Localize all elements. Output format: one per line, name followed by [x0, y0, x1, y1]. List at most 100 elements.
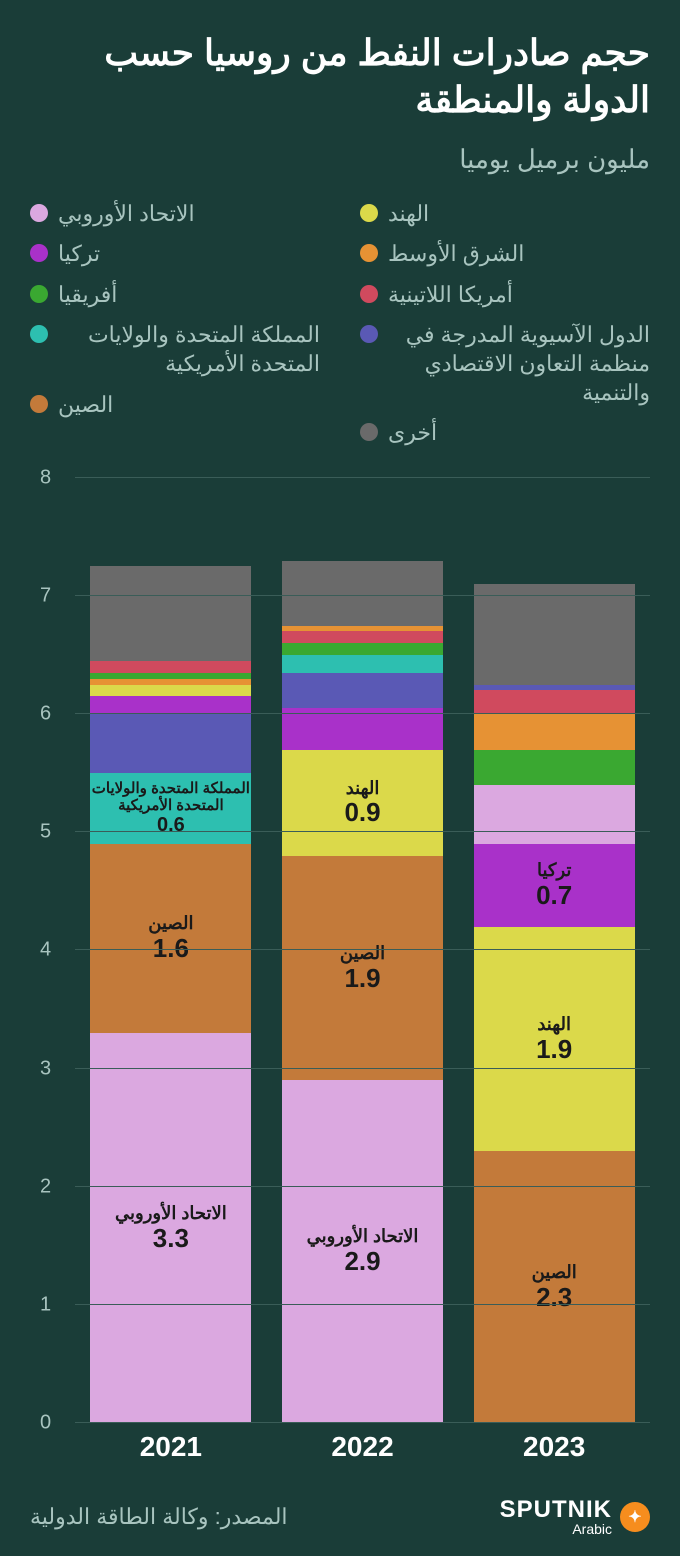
- legend-dot: [30, 285, 48, 303]
- legend-label: أفريقيا: [58, 281, 117, 310]
- segment-label: الصين2.3: [474, 1151, 635, 1423]
- segment-label: الصين1.9: [282, 856, 443, 1080]
- bar-segment: [474, 584, 635, 684]
- legend-label: تركيا: [58, 240, 100, 269]
- legend-label: الهند: [388, 200, 429, 229]
- segment-label: تركيا0.7: [474, 844, 635, 927]
- bar-segment: الاتحاد الأوروبي3.3: [90, 1033, 251, 1423]
- bar-segment: الصين1.6: [90, 844, 251, 1033]
- gridline: [75, 1186, 650, 1187]
- bar-segment: [282, 708, 443, 749]
- x-label: 2021: [90, 1431, 251, 1463]
- logo-icon: ✦: [620, 1502, 650, 1532]
- segment-label: الصين1.6: [90, 844, 251, 1033]
- gridline: [75, 1422, 650, 1423]
- gridline: [75, 949, 650, 950]
- legend-dot: [360, 204, 378, 222]
- logo-sub: Arabic: [500, 1522, 612, 1536]
- bar-segment: [90, 566, 251, 661]
- bar-segment: [474, 750, 635, 785]
- segment-label: المملكة المتحدة والولايات المتحدة الأمري…: [90, 773, 251, 844]
- bar-segment: [90, 685, 251, 697]
- bar-segment: المملكة المتحدة والولايات المتحدة الأمري…: [90, 773, 251, 844]
- bar-group: المملكة المتحدة والولايات المتحدة الأمري…: [90, 478, 251, 1423]
- x-label: 2023: [474, 1431, 635, 1463]
- bar-segment: [90, 661, 251, 673]
- legend-col-left: الهند الشرق الأوسط أمريكا اللاتينية الدول ا…: [360, 200, 650, 448]
- legend-label: المملكة المتحدة والولايات المتحدة الأمري…: [58, 321, 320, 378]
- legend-label: الصين: [58, 391, 113, 420]
- bar-segment: الصين2.3: [474, 1151, 635, 1423]
- legend-label: أخرى: [388, 419, 437, 448]
- legend-dot: [30, 204, 48, 222]
- footer: ✦ SPUTNIK Arabic المصدر: وكالة الطاقة ال…: [30, 1478, 650, 1536]
- legend-dot: [30, 325, 48, 343]
- x-label: 2022: [282, 1431, 443, 1463]
- legend-item: الهند: [360, 200, 650, 229]
- y-tick: 5: [40, 821, 51, 844]
- bar-segment: [474, 785, 635, 844]
- y-tick: 8: [40, 466, 51, 489]
- bar-segment: [282, 643, 443, 655]
- bar-segment: [90, 714, 251, 773]
- legend-dot: [360, 285, 378, 303]
- legend: الاتحاد الأوروبي تركيا أفريقيا المملكة المت…: [30, 200, 650, 448]
- bar-segment: [282, 561, 443, 626]
- bar-segment: [474, 690, 635, 714]
- segment-value: 0.6: [157, 814, 185, 836]
- gridline: [75, 1304, 650, 1305]
- segment-value: 2.3: [536, 1283, 572, 1312]
- segment-name: الاتحاد الأوروبي: [115, 1204, 227, 1224]
- bar-group: الهند0.9الصين1.9الاتحاد الأوروبي2.9: [282, 478, 443, 1423]
- gridline: [75, 477, 650, 478]
- bar-segment: الصين1.9: [282, 856, 443, 1080]
- legend-col-right: الاتحاد الأوروبي تركيا أفريقيا المملكة المت…: [30, 200, 320, 448]
- bar-segment: [282, 655, 443, 673]
- y-tick: 1: [40, 1293, 51, 1316]
- bar-segment: [474, 714, 635, 749]
- segment-label: الهند0.9: [282, 750, 443, 856]
- segment-name: الصين: [148, 914, 193, 934]
- segment-label: الاتحاد الأوروبي3.3: [90, 1033, 251, 1423]
- segment-value: 2.9: [344, 1247, 380, 1276]
- chart-subtitle: مليون برميل يوميا: [30, 144, 650, 175]
- legend-dot: [360, 244, 378, 262]
- segment-value: 0.7: [536, 881, 572, 910]
- bar-segment: الاتحاد الأوروبي2.9: [282, 1080, 443, 1423]
- legend-label: الاتحاد الأوروبي: [58, 200, 195, 229]
- legend-dot: [360, 423, 378, 441]
- legend-item: تركيا: [30, 240, 320, 269]
- legend-label: الدول الآسيوية المدرجة في منظمة التعاون …: [388, 321, 650, 407]
- chart-title: حجم صادرات النفط من روسيا حسب الدولة وال…: [30, 30, 650, 124]
- legend-label: أمريكا اللاتينية: [388, 281, 513, 310]
- bar-group: تركيا0.7الهند1.9الصين2.3: [474, 478, 635, 1423]
- segment-name: الاتحاد الأوروبي: [307, 1227, 419, 1247]
- legend-dot: [30, 244, 48, 262]
- legend-item: الدول الآسيوية المدرجة في منظمة التعاون …: [360, 321, 650, 407]
- segment-value: 1.9: [536, 1035, 572, 1064]
- gridline: [75, 1068, 650, 1069]
- legend-item: الشرق الأوسط: [360, 240, 650, 269]
- gridline: [75, 831, 650, 832]
- legend-dot: [360, 325, 378, 343]
- segment-value: 0.9: [344, 798, 380, 827]
- gridline: [75, 713, 650, 714]
- segment-name: تركيا: [537, 861, 571, 881]
- legend-item: أمريكا اللاتينية: [360, 281, 650, 310]
- source-logo: ✦ SPUTNIK Arabic: [500, 1498, 650, 1536]
- segment-name: الصين: [340, 944, 385, 964]
- segment-label: الهند1.9: [474, 927, 635, 1151]
- legend-item: المملكة المتحدة والولايات المتحدة الأمري…: [30, 321, 320, 378]
- legend-item: الصين: [30, 391, 320, 420]
- y-tick: 2: [40, 1175, 51, 1198]
- legend-item: أخرى: [360, 419, 650, 448]
- legend-dot: [30, 395, 48, 413]
- y-tick: 3: [40, 1057, 51, 1080]
- segment-value: 3.3: [153, 1224, 189, 1253]
- chart: المملكة المتحدة والولايات المتحدة الأمري…: [30, 478, 650, 1463]
- bar-segment: [90, 696, 251, 714]
- segment-name: الهند: [346, 779, 380, 799]
- bar-segment: [282, 673, 443, 708]
- legend-label: الشرق الأوسط: [388, 240, 524, 269]
- logo-main: SPUTNIK: [500, 1498, 612, 1522]
